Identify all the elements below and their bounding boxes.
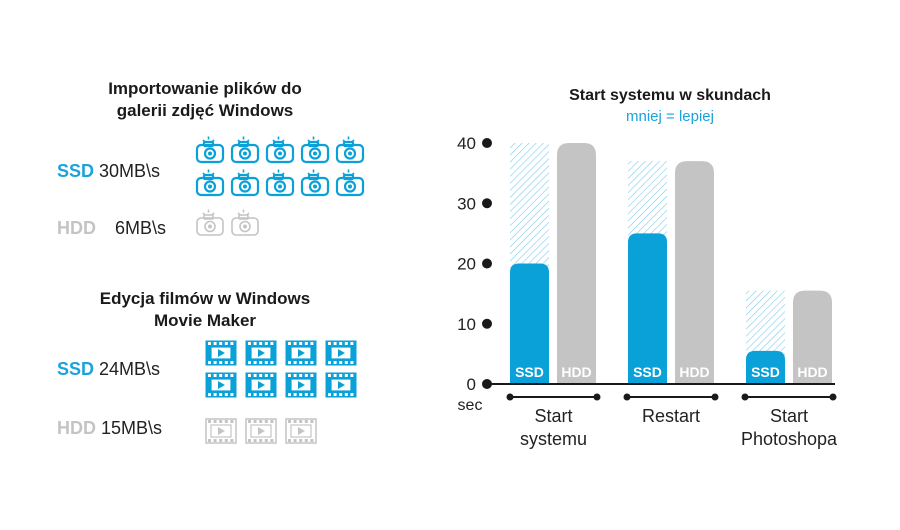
- movie-hdd-speed: 15MB\s: [101, 418, 163, 438]
- bar-ssd: [746, 350, 785, 384]
- import-ssd-icons: [195, 135, 375, 205]
- film-frame-icon: [285, 340, 317, 371]
- camera-icon: [265, 135, 295, 170]
- x-tick-label: Start: [534, 406, 572, 426]
- film-frame-icon: [245, 418, 277, 449]
- movie-title-line1: Edycja filmów w Windows: [99, 289, 311, 308]
- bar-ssd: [510, 263, 549, 384]
- camera-icon: [335, 135, 365, 170]
- camera-icon: [195, 208, 225, 243]
- import-hdd-row-label: HDD 6MB\s: [57, 218, 166, 239]
- bar-ssd: [628, 233, 667, 384]
- bracket-dot: [506, 393, 514, 401]
- y-tick-label: 30: [457, 194, 476, 213]
- movie-hdd-row-label: HDD 15MB\s: [57, 418, 162, 439]
- bar-hdd: [675, 161, 714, 384]
- y-tick-dot: [482, 138, 492, 148]
- movie-title: Edycja filmów w Windows Movie Maker: [70, 288, 340, 332]
- movie-ssd-speed: 24MB\s: [99, 359, 161, 379]
- film-frame-icon: [285, 372, 317, 403]
- import-ssd-speed: 30MB\s: [99, 161, 161, 181]
- y-tick-label: 20: [457, 255, 476, 274]
- film-frame-icon: [245, 340, 277, 371]
- import-hdd-speed: 6MB\s: [115, 218, 167, 238]
- chart-subtitle: mniej = lepiej: [626, 108, 714, 125]
- movie-hdd-label: HDD: [57, 418, 96, 438]
- bracket-dot: [623, 393, 631, 401]
- movie-ssd-row-label: SSD 24MB\s: [57, 359, 160, 380]
- import-ssd-row-label: SSD 30MB\s: [57, 161, 160, 182]
- camera-icon: [195, 135, 225, 170]
- y-tick-dot: [482, 318, 492, 329]
- movie-hdd-icons: [205, 418, 375, 448]
- bar-label-hdd: HDD: [561, 364, 591, 380]
- bar-label-hdd: HDD: [797, 364, 827, 380]
- camera-icon: [265, 168, 295, 203]
- bar-label-hdd: HDD: [679, 364, 709, 380]
- import-title: Importowanie plików do galerii zdjęć Win…: [70, 78, 340, 122]
- y-tick-dot: [482, 198, 492, 209]
- camera-icon: [195, 168, 225, 203]
- bar-hdd: [557, 143, 596, 384]
- import-ssd-label: SSD: [57, 161, 95, 181]
- film-frame-icon: [205, 418, 237, 449]
- import-hdd-label: HDD: [57, 218, 96, 238]
- bar-label-ssd: SSD: [633, 364, 662, 380]
- camera-icon: [300, 135, 330, 170]
- chart-title: Start systemu w skundach: [569, 87, 771, 104]
- camera-icon: [230, 208, 260, 243]
- film-frame-icon: [205, 372, 237, 403]
- camera-icon: [230, 168, 260, 203]
- y-tick-label: 10: [457, 315, 476, 334]
- bar-hdd: [793, 290, 832, 384]
- bracket-dot: [741, 393, 749, 401]
- camera-icon: [230, 135, 260, 170]
- y-tick-label: 0: [467, 375, 476, 394]
- import-title-line1: Importowanie plików do: [108, 79, 302, 98]
- bracket-dot: [829, 393, 837, 401]
- film-frame-icon: [285, 418, 317, 449]
- camera-icon: [300, 168, 330, 203]
- bracket-dot: [593, 393, 601, 401]
- movie-title-line2: Movie Maker: [153, 311, 257, 330]
- bar-label-ssd: SSD: [751, 364, 780, 380]
- y-unit-label: sec: [458, 397, 483, 414]
- import-title-line2: galerii zdjęć Windows: [116, 101, 294, 120]
- x-tick-label: Restart: [642, 406, 700, 426]
- y-tick-label: 40: [457, 134, 476, 153]
- film-frame-icon: [205, 340, 237, 371]
- camera-icon: [335, 168, 365, 203]
- film-frame-icon: [245, 372, 277, 403]
- bracket-dot: [711, 393, 719, 401]
- x-tick-label: systemu: [520, 429, 587, 449]
- y-tick-dot: [482, 258, 492, 269]
- movie-ssd-label: SSD: [57, 359, 95, 379]
- movie-ssd-icons: [205, 340, 375, 400]
- import-hdd-icons: [195, 208, 375, 243]
- x-tick-label: Photoshopa: [741, 429, 838, 449]
- bar-label-ssd: SSD: [515, 364, 544, 380]
- film-frame-icon: [325, 372, 357, 403]
- film-frame-icon: [325, 340, 357, 371]
- x-tick-label: Start: [770, 406, 808, 426]
